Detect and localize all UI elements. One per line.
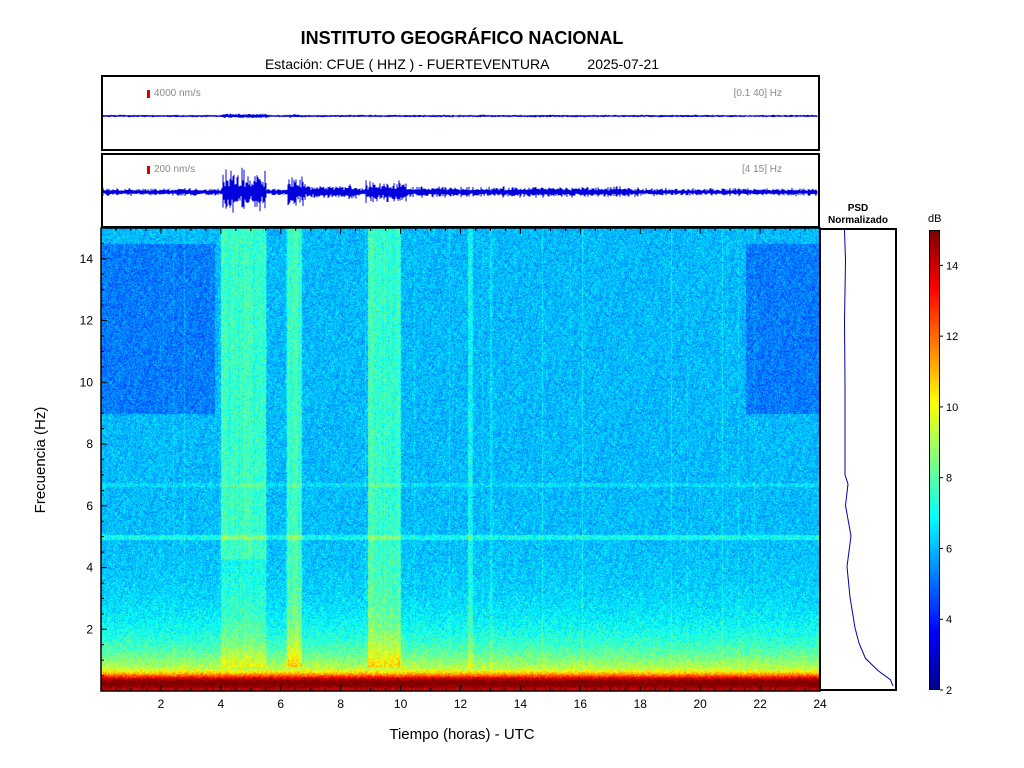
colorbar-tick-label: 4 bbox=[946, 614, 952, 626]
date-label: 2025-07-21 bbox=[587, 56, 660, 72]
scale-bar-icon bbox=[147, 166, 150, 174]
waveform-panel-filtered: 200 nm/s [4 15] Hz bbox=[101, 153, 820, 228]
x-axis-label: Tiempo (horas) - UTC bbox=[389, 726, 534, 743]
colorbar-tick-label: 14 bbox=[946, 260, 958, 272]
band-label: [4 15] Hz bbox=[741, 164, 782, 175]
x-tick-label: 18 bbox=[634, 697, 648, 711]
colorbar bbox=[929, 230, 940, 690]
x-tick-label: 16 bbox=[574, 697, 588, 711]
y-tick-label: 8 bbox=[86, 437, 93, 451]
x-tick-label: 24 bbox=[813, 697, 827, 711]
colorbar-tick-label: 10 bbox=[946, 402, 958, 414]
x-tick-label: 4 bbox=[217, 697, 224, 711]
band-label: [0.1 40] Hz bbox=[733, 88, 782, 99]
y-axis-label: Frecuencia (Hz) bbox=[32, 407, 49, 514]
psd-title-line1: PSD bbox=[847, 203, 869, 214]
y-tick-label: 6 bbox=[86, 499, 93, 513]
x-tick-label: 22 bbox=[753, 697, 767, 711]
y-tick-label: 12 bbox=[80, 314, 94, 328]
station-line: Estación: CFUE ( HHZ ) - FUERTEVENTURA 20… bbox=[0, 56, 924, 72]
psd-title: PSD Normalizado bbox=[819, 203, 897, 227]
x-tick-label: 10 bbox=[394, 697, 408, 711]
x-tick-label: 20 bbox=[693, 697, 707, 711]
scale-label: 4000 nm/s bbox=[154, 88, 201, 99]
psd-title-line2: Normalizado bbox=[827, 215, 888, 226]
psd-curve bbox=[843, 230, 894, 687]
psd-panel bbox=[819, 228, 897, 691]
colorbar-unit: dB bbox=[928, 213, 942, 225]
waveform-trace-broadband bbox=[103, 113, 818, 119]
waveform-panel-broadband: 4000 nm/s [0.1 40] Hz bbox=[101, 75, 820, 151]
colorbar-axis: 2 4 6 8 10 12 14 bbox=[940, 260, 958, 697]
y-tick-label: 2 bbox=[86, 622, 93, 636]
y-tick-label: 14 bbox=[80, 252, 94, 266]
y-tick-label: 4 bbox=[86, 561, 93, 575]
x-tick-label: 2 bbox=[158, 697, 165, 711]
colorbar-tick-label: 12 bbox=[946, 331, 958, 343]
station-label: Estación: CFUE ( HHZ ) - FUERTEVENTURA bbox=[264, 56, 550, 72]
colorbar-tick-label: 8 bbox=[946, 473, 952, 485]
chart-title: INSTITUTO GEOGRÁFICO NACIONAL bbox=[300, 28, 624, 48]
waveform-trace-filtered bbox=[103, 167, 818, 213]
x-tick-label: 6 bbox=[277, 697, 284, 711]
colorbar-tick-label: 6 bbox=[946, 543, 952, 555]
spectrogram-heatmap bbox=[101, 228, 820, 691]
x-tick-label: 8 bbox=[337, 697, 344, 711]
x-tick-label: 12 bbox=[454, 697, 468, 711]
y-tick-label: 10 bbox=[80, 375, 94, 389]
scale-bar-icon bbox=[147, 90, 150, 98]
scale-label: 200 nm/s bbox=[154, 164, 196, 175]
colorbar-tick-label: 2 bbox=[946, 685, 952, 697]
x-tick-label: 14 bbox=[514, 697, 528, 711]
